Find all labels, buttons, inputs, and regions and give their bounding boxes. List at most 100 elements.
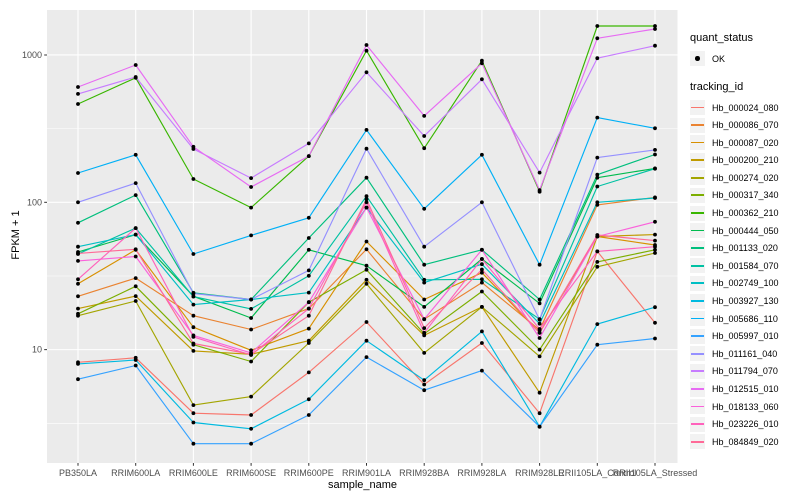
data-point xyxy=(537,301,542,306)
legend-title-quant-status: quant_status xyxy=(690,32,753,44)
data-point xyxy=(422,388,427,393)
line-swatch-icon xyxy=(691,440,704,443)
data-point xyxy=(480,289,484,294)
data-point xyxy=(76,377,80,382)
data-point xyxy=(76,259,80,263)
x-tick-label: RRIM600LE xyxy=(169,468,218,478)
data-point xyxy=(76,92,80,96)
data-point xyxy=(653,251,657,255)
data-point xyxy=(595,249,600,254)
legend-item-tracking-id: Hb_011161_040 xyxy=(690,346,800,362)
line-swatch-icon xyxy=(691,159,704,162)
data-point xyxy=(537,411,542,416)
data-point xyxy=(364,48,369,53)
data-point xyxy=(480,58,484,63)
line-swatch-icon xyxy=(691,247,704,250)
legend-item-tracking-id: Hb_011794_070 xyxy=(690,363,800,379)
line-swatch-icon xyxy=(691,282,704,285)
data-point xyxy=(76,306,80,311)
data-point xyxy=(306,268,311,273)
legend-item-label: Hb_005686_110 xyxy=(712,313,778,324)
data-point xyxy=(480,61,484,66)
data-point xyxy=(191,325,196,330)
legend-item-tracking-id: Hb_000086_070 xyxy=(690,117,800,133)
legend-item-label: Hb_023226_010 xyxy=(712,419,779,430)
line-swatch-icon xyxy=(691,264,704,267)
data-point xyxy=(653,219,657,224)
data-point xyxy=(76,311,80,316)
data-point xyxy=(191,144,196,149)
legend-key xyxy=(690,363,705,379)
legend-item-label: Hb_003927_130 xyxy=(712,296,779,307)
data-point xyxy=(653,126,657,131)
data-point xyxy=(306,215,311,220)
data-point xyxy=(595,155,600,160)
data-point xyxy=(595,264,600,269)
legend-key xyxy=(690,223,705,239)
y-axis-title: FPKM + 1 xyxy=(10,210,22,260)
line-swatch-icon xyxy=(691,388,704,390)
legend-item-tracking-id: Hb_003927_130 xyxy=(690,293,800,309)
data-point xyxy=(537,354,542,359)
data-point xyxy=(653,27,657,31)
data-point xyxy=(133,152,138,157)
legend-key xyxy=(690,187,705,203)
legend-item-tracking-id: Hb_001133_020 xyxy=(690,240,800,256)
data-point xyxy=(653,232,657,237)
data-point xyxy=(364,267,369,272)
data-point xyxy=(364,320,369,324)
data-point xyxy=(133,247,138,252)
data-point xyxy=(364,175,369,180)
legend-key xyxy=(690,311,705,327)
line-swatch-icon xyxy=(691,194,704,197)
legend-key xyxy=(690,152,705,168)
line-swatch-icon xyxy=(691,212,704,214)
data-point xyxy=(306,154,311,159)
data-point xyxy=(595,175,600,180)
line-swatch-icon xyxy=(691,106,704,109)
data-point xyxy=(595,24,600,28)
data-point xyxy=(537,347,542,352)
data-point xyxy=(422,330,427,335)
line-swatch-icon xyxy=(691,229,704,232)
point-icon xyxy=(695,56,700,61)
line-swatch-icon xyxy=(691,141,704,144)
data-point xyxy=(249,176,254,181)
data-point xyxy=(537,188,542,193)
legend-key xyxy=(690,416,705,432)
data-point xyxy=(480,329,484,334)
legend-item-label: Hb_000086_070 xyxy=(712,120,779,131)
legend-item-label: Hb_000444_050 xyxy=(712,225,779,236)
data-point xyxy=(249,316,254,320)
legend-item-label: Hb_012515_010 xyxy=(712,384,779,394)
legend-title-tracking-id: tracking_id xyxy=(690,81,744,93)
data-point xyxy=(422,277,427,282)
data-point xyxy=(364,127,369,132)
data-point xyxy=(480,262,484,267)
data-point xyxy=(306,247,311,252)
data-point xyxy=(249,359,254,364)
data-point xyxy=(537,262,542,267)
data-point xyxy=(191,411,196,416)
data-point xyxy=(595,233,600,237)
line-swatch-icon xyxy=(691,335,704,338)
legend-key xyxy=(690,51,705,66)
data-point xyxy=(595,184,600,189)
data-point xyxy=(76,102,80,106)
x-axis-title: sample_name xyxy=(327,479,398,491)
legend-item-tracking-id: Hb_000087_020 xyxy=(690,135,800,151)
data-point xyxy=(422,297,427,302)
data-point xyxy=(480,152,484,157)
legend-key xyxy=(690,434,705,450)
legend-key xyxy=(690,275,705,291)
data-point xyxy=(133,181,138,186)
legend-key xyxy=(690,258,705,274)
data-point xyxy=(364,70,369,75)
data-point xyxy=(306,341,311,345)
data-point xyxy=(653,244,657,249)
legend-key xyxy=(690,117,705,133)
data-point xyxy=(364,43,369,47)
data-point xyxy=(422,378,427,383)
data-point xyxy=(537,424,542,429)
